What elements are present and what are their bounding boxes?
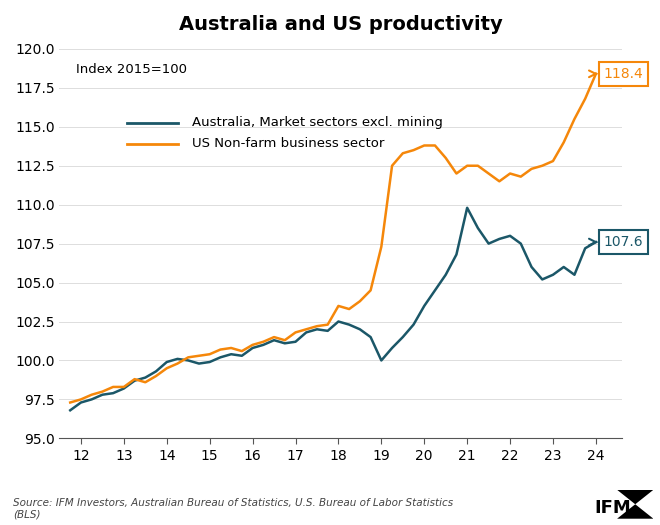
- Text: Australia, Market sectors excl. mining: Australia, Market sectors excl. mining: [191, 116, 442, 129]
- Polygon shape: [617, 490, 653, 504]
- Text: 118.4: 118.4: [589, 67, 644, 81]
- Text: IFM: IFM: [594, 499, 631, 517]
- Text: 107.6: 107.6: [589, 235, 644, 249]
- Text: US Non-farm business sector: US Non-farm business sector: [191, 137, 384, 150]
- Polygon shape: [617, 504, 653, 519]
- Text: Source: IFM Investors, Australian Bureau of Statistics, U.S. Bureau of Labor Sta: Source: IFM Investors, Australian Bureau…: [13, 498, 453, 520]
- Text: Index 2015=100: Index 2015=100: [76, 63, 187, 76]
- Title: Australia and US productivity: Australia and US productivity: [179, 15, 502, 34]
